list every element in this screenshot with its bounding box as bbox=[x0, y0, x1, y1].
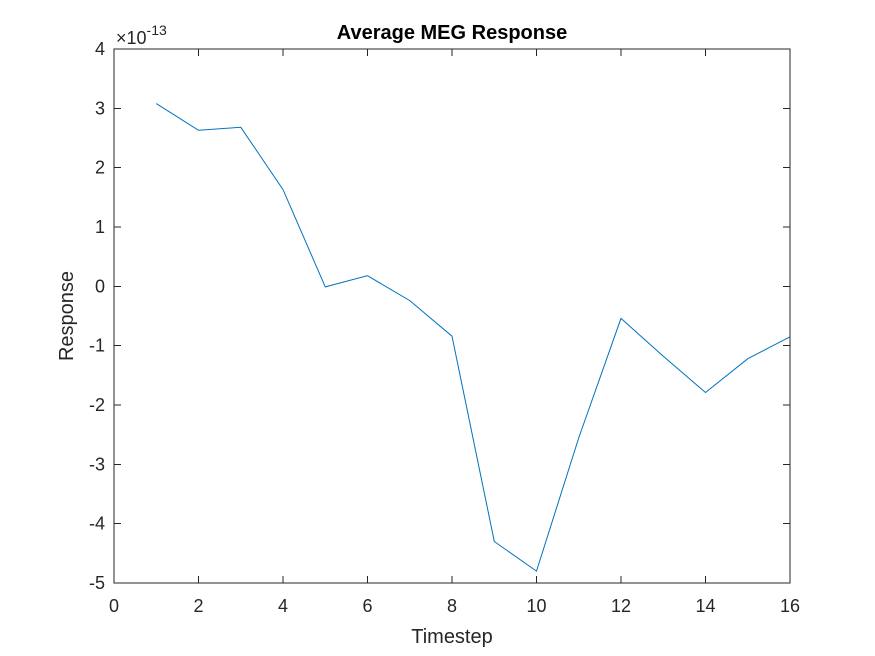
x-tick-label: 16 bbox=[780, 596, 800, 616]
y-axis-exponent: ×10-13 bbox=[116, 22, 167, 48]
chart-title: Average MEG Response bbox=[337, 22, 567, 44]
x-tick-label: 0 bbox=[109, 596, 119, 616]
y-tick-label: 1 bbox=[95, 217, 105, 237]
x-axis-label: Timestep bbox=[411, 626, 493, 648]
x-tick-label: 10 bbox=[526, 596, 546, 616]
y-tick-label: 3 bbox=[95, 98, 105, 118]
x-tick-label: 6 bbox=[362, 596, 372, 616]
x-tick-label: 2 bbox=[193, 596, 203, 616]
x-tick-label: 4 bbox=[278, 596, 288, 616]
y-tick-label: -3 bbox=[89, 454, 105, 474]
x-tick-label: 8 bbox=[447, 596, 457, 616]
y-axis-label: Response bbox=[56, 271, 78, 361]
y-tick-label: -4 bbox=[89, 514, 105, 534]
x-tick-label: 14 bbox=[695, 596, 715, 616]
plot-area bbox=[156, 103, 791, 572]
y-tick-label: -2 bbox=[89, 395, 105, 415]
y-tick-label: -1 bbox=[89, 336, 105, 356]
x-tick-label: 12 bbox=[611, 596, 631, 616]
y-tick-label: -5 bbox=[89, 573, 105, 593]
y-tick-label: 4 bbox=[95, 39, 105, 59]
y-tick-label: 0 bbox=[95, 276, 105, 296]
exponent-base: ×10 bbox=[116, 28, 147, 48]
series-line bbox=[156, 103, 791, 572]
exponent-power: -13 bbox=[147, 22, 167, 38]
y-tick-label: 2 bbox=[95, 158, 105, 178]
